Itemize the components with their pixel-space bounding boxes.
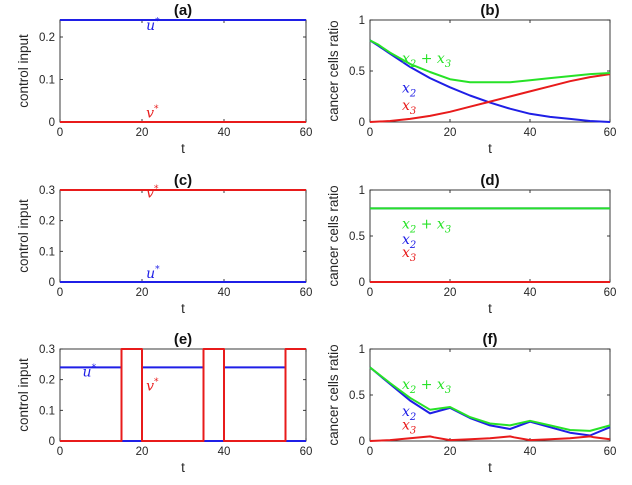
x-tick-label: 60 (604, 127, 617, 139)
y-axis-label: control input (16, 34, 31, 108)
y-axis-label: cancer cells ratio (326, 185, 341, 286)
series-annotation: x2 + x3 (402, 51, 451, 70)
y-tick-label: 0 (49, 117, 55, 129)
axes-frame (59, 189, 307, 283)
y-tick-label: 0 (359, 277, 365, 289)
series-annotation: x3 (402, 98, 416, 117)
y-axis-label: control input (16, 199, 31, 273)
y-tick-label: 0.3 (39, 185, 55, 197)
x-tick-label: 40 (524, 127, 537, 139)
y-axis-label: cancer cells ratio (326, 20, 341, 121)
series-annotation: v* (146, 377, 159, 394)
y-tick-label: 1 (359, 344, 365, 356)
x-tick-label: 0 (57, 287, 63, 299)
x-tick-label: 20 (444, 446, 457, 458)
panel-e: 0 20 40 60 0 0.1 0.2 0.3 (e) t control input u* v* (16, 331, 312, 475)
series-annotation: x2 (402, 404, 416, 423)
y-tick-label: 0.3 (39, 344, 55, 356)
panel-a: 0 20 40 60 0 0.1 0.2 (a) t control input u* v* (16, 2, 312, 156)
x-axis-label: t (488, 141, 492, 156)
x-tick-label: 60 (300, 287, 313, 299)
panel-title: (b) (480, 2, 499, 19)
y-axis-label: control input (16, 358, 31, 432)
x-tick-label: 20 (444, 287, 457, 299)
y-tick-label: 0.1 (39, 246, 55, 258)
x-axis-label: t (181, 301, 185, 316)
x-tick-label: 40 (524, 287, 537, 299)
y-tick-label: 0.1 (39, 75, 55, 87)
y-tick-label: 0 (359, 117, 365, 129)
series-annotation: x3 (402, 418, 416, 437)
panel-title: (a) (174, 2, 192, 19)
panel-f: 0 20 40 60 0 0.5 1 (f) t cancer cells ratio x2 + x… (326, 331, 616, 475)
series-annotation: u* (146, 17, 160, 34)
x-tick-label: 60 (604, 446, 617, 458)
y-tick-label: 0.5 (349, 390, 365, 402)
y-tick-label: 0.5 (349, 66, 365, 78)
series-annotation: x3 (402, 245, 416, 264)
series-line-x2-x3 (369, 366, 611, 432)
y-axis-label: cancer cells ratio (326, 344, 341, 445)
panel-d: 0 20 40 60 0 0.5 1 (d) t cancer cells ratio x2 + x… (326, 172, 616, 316)
series-line-x2 (369, 366, 611, 437)
series-annotation: x2 (402, 80, 416, 99)
axes-frame (369, 19, 611, 123)
panel-title: (d) (480, 172, 499, 189)
series-annotation: u* (83, 364, 97, 381)
x-tick-label: 0 (57, 446, 63, 458)
x-axis-label: t (181, 141, 185, 156)
x-tick-label: 0 (367, 446, 373, 458)
x-tick-label: 40 (218, 287, 231, 299)
y-tick-label: 0.5 (349, 231, 365, 243)
x-tick-label: 40 (524, 446, 537, 458)
y-tick-label: 0.1 (39, 405, 55, 417)
x-tick-label: 20 (136, 127, 149, 139)
x-tick-label: 20 (136, 287, 149, 299)
x-tick-label: 0 (367, 287, 373, 299)
axes-frame (59, 19, 307, 123)
series-annotation: x2 (402, 232, 416, 251)
series-annotation: v* (146, 185, 159, 202)
series-line-x2-x3 (369, 39, 611, 84)
series-line-x2 (369, 39, 611, 123)
series-annotation: u* (146, 265, 160, 282)
y-tick-label: 0 (49, 436, 55, 448)
x-tick-label: 0 (57, 127, 63, 139)
y-tick-label: 0 (49, 277, 55, 289)
x-tick-label: 20 (444, 127, 457, 139)
y-tick-label: 0.2 (39, 375, 55, 387)
y-tick-label: 1 (359, 185, 365, 197)
series-line-x3 (369, 435, 611, 442)
series-line-x3 (369, 73, 611, 123)
x-tick-label: 60 (300, 446, 313, 458)
series-annotation: v* (146, 105, 159, 122)
series-annotation: x2 + x3 (402, 216, 451, 235)
y-tick-label: 1 (359, 15, 365, 27)
panel-title: (c) (174, 172, 192, 189)
panel-c: 0 20 40 60 0 0.1 0.2 0.3 (c) t control input v* u* (16, 172, 312, 316)
x-tick-label: 40 (218, 446, 231, 458)
x-axis-label: t (488, 460, 492, 475)
x-tick-label: 60 (604, 287, 617, 299)
y-tick-label: 0.2 (39, 216, 55, 228)
axes-frame (59, 348, 307, 442)
x-tick-label: 0 (367, 127, 373, 139)
y-tick-label: 0 (359, 436, 365, 448)
x-axis-label: t (488, 301, 492, 316)
x-axis-label: t (181, 460, 185, 475)
x-tick-label: 60 (300, 127, 313, 139)
x-tick-label: 20 (136, 446, 149, 458)
axes-frame (369, 189, 611, 283)
panel-b: 0 20 40 60 0 0.5 1 (b) t cancer cells ratio x2 + x… (326, 2, 616, 156)
panel-title: (e) (174, 331, 192, 348)
x-tick-label: 40 (218, 127, 231, 139)
series-annotation: x2 + x3 (402, 377, 451, 396)
y-tick-label: 0.2 (39, 32, 55, 44)
series-line-v- (60, 348, 306, 442)
panel-title: (f) (483, 331, 498, 348)
